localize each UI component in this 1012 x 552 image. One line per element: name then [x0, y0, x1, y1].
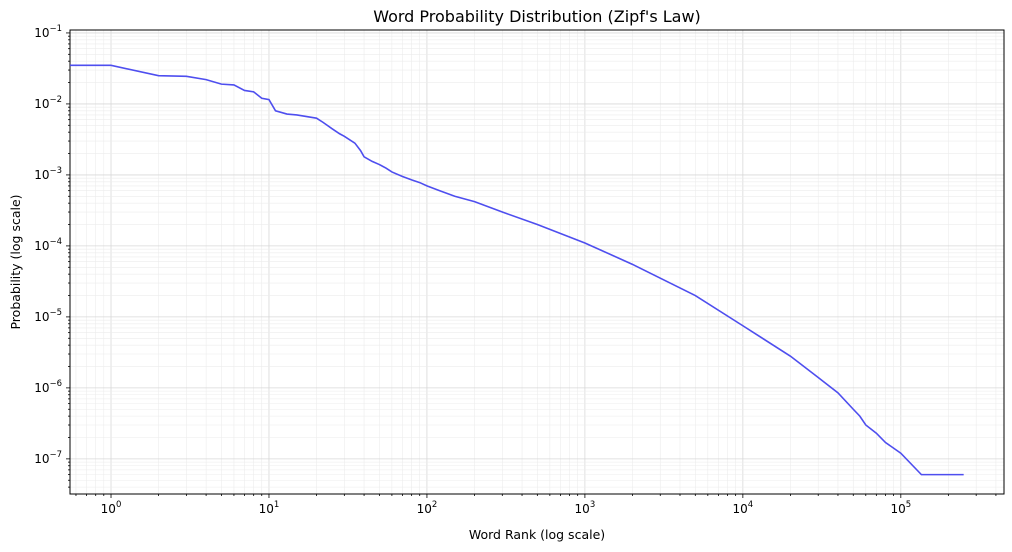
- grid: [70, 30, 1004, 494]
- y-tick-label: 10−3: [34, 166, 62, 182]
- x-tick-label: 103: [575, 500, 596, 516]
- probability-line: [70, 64, 964, 476]
- y-tick-label: 10−2: [34, 95, 62, 111]
- y-tick-label: 10−7: [34, 450, 62, 466]
- chart-title: Word Probability Distribution (Zipf's La…: [373, 7, 701, 26]
- y-tick-label: 10−4: [34, 237, 62, 253]
- y-tick-label: 10−1: [34, 24, 62, 40]
- x-tick-label: 104: [733, 500, 754, 516]
- y-axis-label: Probability (log scale): [8, 194, 23, 329]
- plot-frame: [69, 29, 1005, 495]
- x-tick-label: 100: [101, 500, 122, 516]
- y-tick-label: 10−5: [34, 308, 62, 324]
- x-axis-label: Word Rank (log scale): [469, 527, 605, 542]
- y-tick-label: 10−6: [34, 379, 62, 395]
- x-tick-label: 101: [259, 500, 280, 516]
- x-tick-label: 105: [890, 500, 911, 516]
- ticks: 100 101 102 103 104 105 10−1 10−2 10−3 10−4 10−5 10…: [34, 24, 997, 516]
- x-tick-label: 102: [417, 500, 438, 516]
